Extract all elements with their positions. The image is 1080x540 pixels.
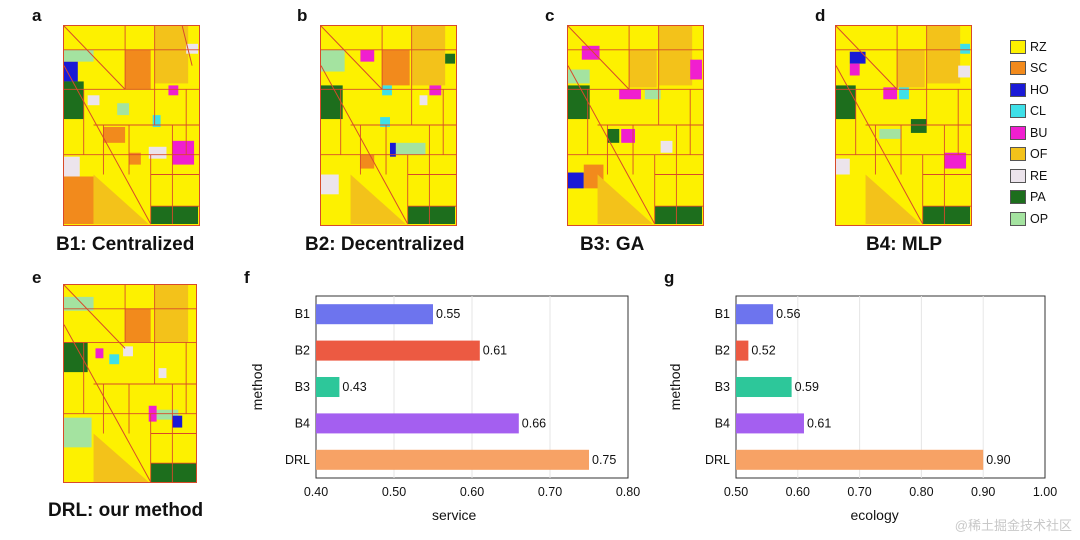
- legend-item-ho: HO: [1010, 79, 1049, 101]
- caption-b4: B4: MLP: [866, 234, 942, 255]
- bar-value-label: 0.75: [592, 453, 616, 467]
- y-tick-label: B2: [295, 344, 310, 358]
- bar-value-label: 0.52: [751, 344, 775, 358]
- service-bar-chart: 0.40 0.50 0.60 0.70 0.80 B1 0.55 B2 0.61 B3 0.43 B4…: [249, 290, 640, 535]
- x-tick-label: 0.90: [971, 485, 995, 499]
- panel-letter-a: a: [32, 6, 42, 25]
- legend-swatch: [1010, 39, 1026, 54]
- land-use-legend: RZ SC HO CL BU OF RE PA OP: [1010, 36, 1049, 230]
- bar-b2: [736, 340, 749, 361]
- bar-value-label: 0.66: [522, 416, 546, 430]
- legend-item-rz: RZ: [1010, 36, 1049, 58]
- bar-b4: [316, 413, 519, 434]
- legend-swatch: [1010, 104, 1026, 119]
- bar-value-label: 0.55: [436, 307, 460, 321]
- y-tick-label: B4: [715, 416, 730, 430]
- legend-item-pa: PA: [1010, 187, 1049, 209]
- legend-swatch: [1010, 147, 1026, 162]
- legend-item-of: OF: [1010, 144, 1049, 166]
- land-use-map-b3: [567, 25, 704, 226]
- panel-letter-f: f: [244, 268, 250, 287]
- bar-drl: [316, 449, 589, 470]
- y-tick-label: DRL: [285, 453, 310, 467]
- caption-b2: B2: Decentralized: [305, 234, 465, 255]
- bar-value-label: 0.43: [342, 380, 366, 394]
- bar-value-label: 0.90: [986, 453, 1010, 467]
- legend-swatch: [1010, 61, 1026, 76]
- y-axis-title: method: [667, 364, 683, 411]
- bar-value-label: 0.56: [776, 307, 800, 321]
- panel-letter-d: d: [815, 6, 826, 25]
- bar-value-label: 0.61: [483, 344, 507, 358]
- legend-item-sc: SC: [1010, 58, 1049, 80]
- bar-value-label: 0.61: [807, 416, 831, 430]
- y-tick-label: B1: [715, 307, 730, 321]
- caption-b3: B3: GA: [580, 234, 645, 255]
- land-use-map-b4: [835, 25, 972, 226]
- legend-swatch: [1010, 125, 1026, 140]
- legend-item-cl: CL: [1010, 101, 1049, 123]
- bar-drl: [736, 449, 984, 470]
- bar-b3: [736, 376, 792, 398]
- service-chart-svg: 0.40 0.50 0.60 0.70 0.80 B1 0.55 B2 0.61 B3 0.43 B4…: [249, 295, 640, 523]
- legend-swatch: [1010, 168, 1026, 183]
- x-tick-label: 0.70: [538, 485, 562, 499]
- y-tick-label: B3: [295, 380, 310, 394]
- land-use-map-b1: [63, 25, 200, 226]
- bar-value-label: 0.59: [795, 380, 819, 394]
- x-tick-label: 0.50: [724, 485, 748, 499]
- bar-b3: [316, 376, 340, 398]
- y-tick-label: B1: [295, 307, 310, 321]
- x-tick-label: 0.50: [382, 485, 406, 499]
- x-tick-label: 0.80: [616, 485, 640, 499]
- watermark: @稀土掘金技术社区: [954, 518, 1072, 533]
- y-tick-label: B4: [295, 416, 310, 430]
- y-axis-title: method: [249, 364, 265, 411]
- x-tick-label: 0.80: [909, 485, 933, 499]
- x-tick-label: 1.00: [1033, 485, 1057, 499]
- y-tick-label: B3: [715, 380, 730, 394]
- ecology-bar-chart: 0.50 0.60 0.70 0.80 0.90 1.00 B1 0.56 B2 0.52 B3 0.…: [667, 290, 1068, 535]
- legend-swatch: [1010, 82, 1026, 97]
- panel-letter-b: b: [297, 6, 308, 25]
- land-use-map-b2: [320, 25, 457, 226]
- legend-item-bu: BU: [1010, 122, 1049, 144]
- panel-letter-e: e: [32, 268, 42, 287]
- bar-b1: [316, 304, 433, 325]
- caption-b1: B1: Centralized: [56, 234, 195, 255]
- x-tick-label: 0.60: [460, 485, 484, 499]
- panel-letter-g: g: [664, 268, 675, 287]
- land-use-map-drl: [63, 284, 197, 483]
- x-tick-label: 0.60: [786, 485, 810, 499]
- legend-swatch: [1010, 211, 1026, 226]
- bar-b4: [736, 413, 804, 434]
- legend-swatch: [1010, 190, 1026, 205]
- y-tick-label: DRL: [705, 453, 730, 467]
- ecology-chart-svg: 0.50 0.60 0.70 0.80 0.90 1.00 B1 0.56 B2 0.52 B3 0.…: [667, 295, 1057, 523]
- x-tick-label: 0.40: [304, 485, 328, 499]
- y-tick-label: B2: [715, 344, 730, 358]
- panel-letter-c: c: [545, 6, 555, 25]
- legend-item-op: OP: [1010, 208, 1049, 230]
- x-axis-title: ecology: [851, 507, 899, 523]
- caption-drl: DRL: our method: [48, 500, 204, 521]
- bar-b1: [736, 304, 774, 325]
- legend-item-re: RE: [1010, 165, 1049, 187]
- bar-b2: [316, 340, 480, 361]
- x-tick-label: 0.70: [847, 485, 871, 499]
- x-axis-title: service: [432, 507, 477, 523]
